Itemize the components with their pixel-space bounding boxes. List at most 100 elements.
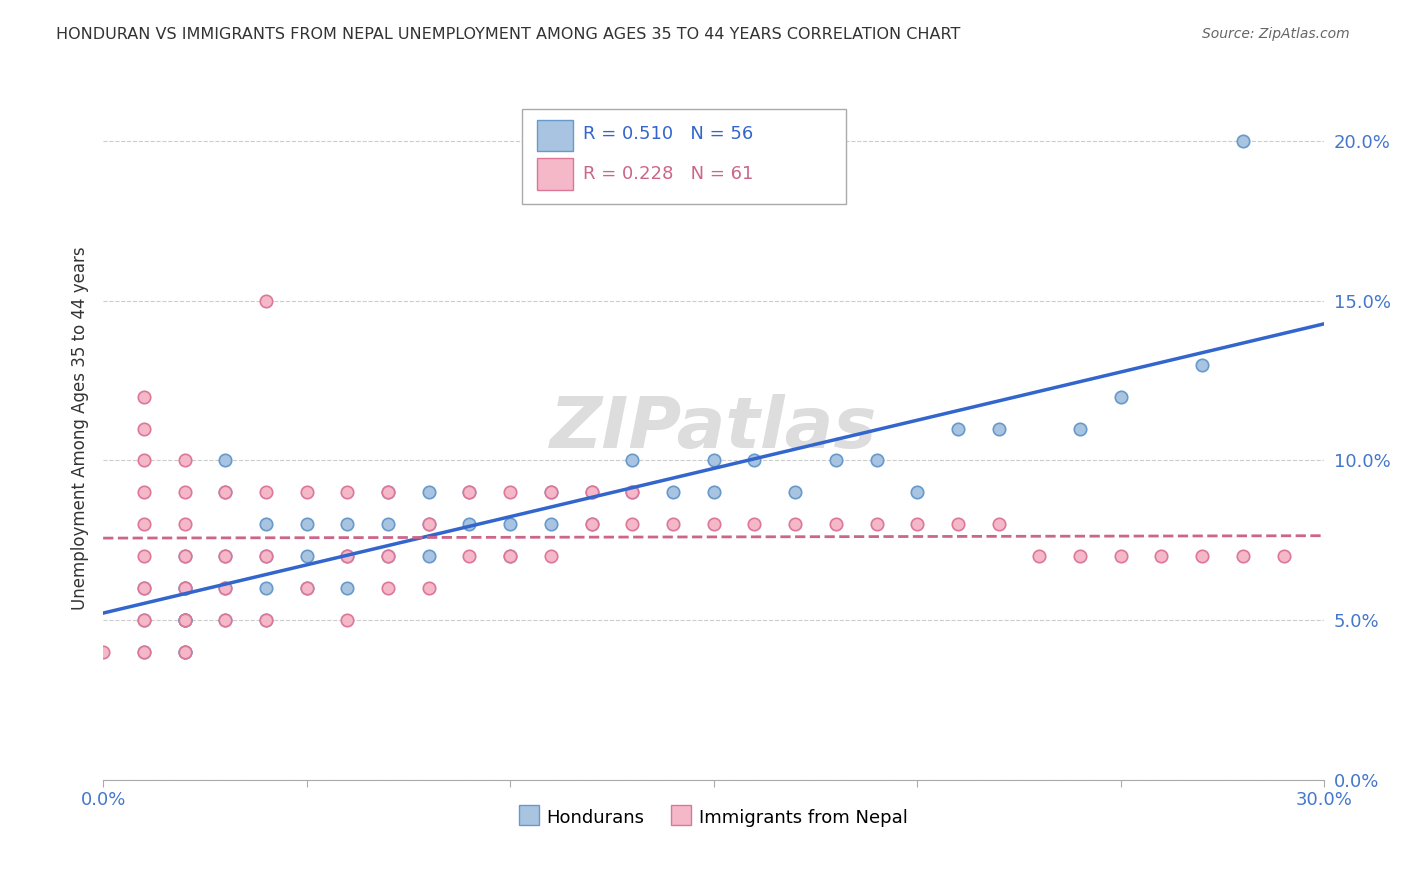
Point [499,517,522,532]
Point [132,485,155,500]
Point [254,549,277,564]
Point [540,485,562,500]
Text: HONDURAN VS IMMIGRANTS FROM NEPAL UNEMPLOYMENT AMONG AGES 35 TO 44 YEARS CORRELA: HONDURAN VS IMMIGRANTS FROM NEPAL UNEMPL… [56,27,960,42]
Point [214,549,236,564]
Point [173,645,195,659]
Point [173,645,195,659]
Point [581,485,603,500]
Point [458,485,481,500]
Point [173,517,195,532]
Point [905,517,928,532]
Point [1109,390,1132,404]
Y-axis label: Unemployment Among Ages 35 to 44 years: Unemployment Among Ages 35 to 44 years [72,247,89,610]
Point [377,485,399,500]
Point [581,517,603,532]
Point [1272,549,1295,564]
Point [173,581,195,595]
Point [214,581,236,595]
Point [173,453,195,467]
Point [377,517,399,532]
Point [173,549,195,564]
Point [1191,549,1213,564]
Point [581,517,603,532]
Point [621,485,644,500]
Point [662,517,685,532]
Point [132,581,155,595]
Text: Source: ZipAtlas.com: Source: ZipAtlas.com [1202,27,1350,41]
Legend: Hondurans, Immigrants from Nepal: Hondurans, Immigrants from Nepal [512,801,915,834]
Point [499,485,522,500]
Point [621,485,644,500]
Point [458,549,481,564]
Point [173,581,195,595]
Point [1028,549,1050,564]
Point [295,517,318,532]
Point [540,549,562,564]
Point [418,549,440,564]
Point [173,485,195,500]
Point [1069,549,1091,564]
Point [1232,134,1254,148]
Point [336,581,359,595]
Point [336,517,359,532]
Point [785,517,807,532]
Point [132,421,155,435]
Point [540,517,562,532]
Point [418,517,440,532]
Point [621,517,644,532]
Point [785,485,807,500]
Point [377,485,399,500]
Point [1150,549,1173,564]
Point [173,645,195,659]
Point [214,485,236,500]
Point [254,293,277,308]
Point [132,613,155,627]
Point [987,421,1010,435]
Point [581,485,603,500]
Point [946,517,969,532]
Point [744,453,766,467]
Point [336,549,359,564]
Point [336,549,359,564]
FancyBboxPatch shape [522,109,845,204]
Point [295,581,318,595]
Point [295,549,318,564]
Point [865,453,887,467]
Point [703,485,725,500]
Text: ZIPatlas: ZIPatlas [550,394,877,463]
Point [336,613,359,627]
Point [1191,358,1213,372]
Point [173,613,195,627]
Point [458,517,481,532]
Point [173,613,195,627]
Point [254,549,277,564]
Point [946,421,969,435]
Point [377,549,399,564]
Point [540,485,562,500]
Point [132,517,155,532]
Point [214,613,236,627]
Point [173,613,195,627]
Point [418,581,440,595]
Point [865,517,887,532]
FancyBboxPatch shape [537,120,574,151]
Point [418,517,440,532]
Point [1232,549,1254,564]
Point [824,453,846,467]
Point [173,613,195,627]
Text: R = 0.228   N = 61: R = 0.228 N = 61 [583,165,754,183]
Point [132,645,155,659]
Point [254,517,277,532]
Point [214,549,236,564]
Point [1109,549,1132,564]
Point [418,485,440,500]
Point [499,549,522,564]
Point [214,453,236,467]
Point [662,485,685,500]
Point [132,581,155,595]
Point [132,390,155,404]
Point [132,613,155,627]
Point [214,485,236,500]
Point [987,517,1010,532]
Point [295,485,318,500]
